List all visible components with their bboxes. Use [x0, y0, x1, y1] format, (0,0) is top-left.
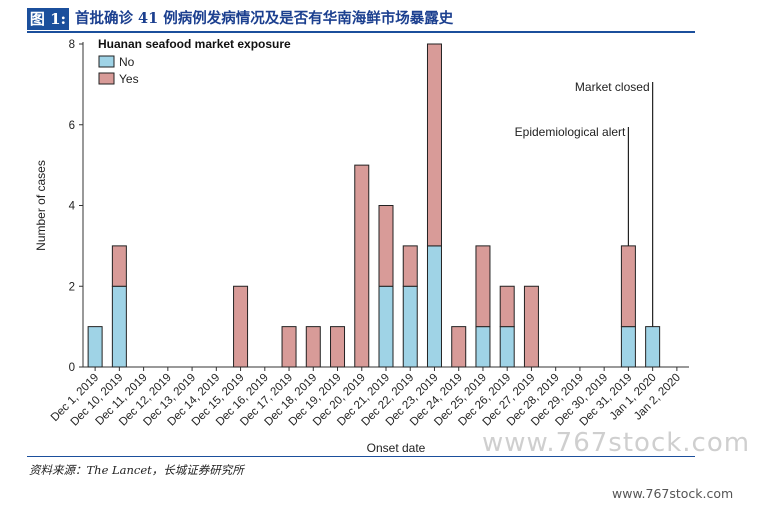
watermark-large: www.767stock.com [482, 428, 751, 458]
bar-no-1 [111, 285, 127, 368]
y-tick-label: 2 [69, 281, 75, 293]
bar-no-0 [87, 326, 103, 368]
bar-yes-6 [233, 285, 249, 368]
annotation-label-0: Epidemiological alert [515, 125, 626, 139]
legend-label-yes: Yes [119, 72, 139, 86]
y-tick-label: 6 [69, 120, 75, 132]
bar-yes-17 [499, 285, 515, 328]
bar-yes-15 [451, 326, 467, 368]
bar-yes-13 [402, 245, 418, 287]
bar-yes-12 [378, 205, 394, 287]
bar-yes-1 [111, 245, 127, 287]
source-note: 资料来源：The Lancet，长城证券研究所 [29, 463, 244, 477]
annotation-label-1: Market closed [575, 80, 650, 94]
x-axis-title: Onset date [367, 441, 426, 455]
y-axis-title: Number of cases [34, 160, 48, 251]
footer-divider [27, 456, 695, 457]
y-tick-label: 8 [69, 39, 75, 51]
bar-no-13 [402, 285, 418, 368]
y-tick-label: 4 [69, 201, 76, 213]
legend-swatch-no [98, 55, 115, 68]
y-tick-label: 0 [69, 362, 75, 374]
bar-yes-14 [426, 43, 442, 247]
bar-yes-8 [281, 326, 297, 368]
legend-label-no: No [119, 55, 135, 69]
legend-title: Huanan seafood market exposure [98, 37, 291, 51]
bar-yes-9 [305, 326, 321, 368]
bar-no-23 [645, 326, 661, 368]
bar-yes-18 [523, 285, 539, 368]
figure-tag: 图 1: [27, 8, 69, 30]
header-divider [27, 31, 695, 33]
bar-no-22 [620, 326, 636, 368]
bar-yes-10 [330, 326, 346, 368]
bar-no-12 [378, 285, 394, 368]
bar-yes-22 [620, 245, 636, 328]
bar-no-16 [475, 326, 491, 368]
bar-no-17 [499, 326, 515, 368]
figure-header: 图 1: 首批确诊 41 例病例发病情况及是否有华南海鲜市场暴露史 [27, 8, 695, 32]
bar-yes-11 [354, 164, 370, 368]
bar-yes-16 [475, 245, 491, 328]
figure-title: 首批确诊 41 例病例发病情况及是否有华南海鲜市场暴露史 [75, 10, 454, 27]
bar-no-14 [426, 245, 442, 368]
legend-swatch-yes [98, 72, 115, 85]
watermark-small: www.767stock.com [612, 486, 734, 501]
